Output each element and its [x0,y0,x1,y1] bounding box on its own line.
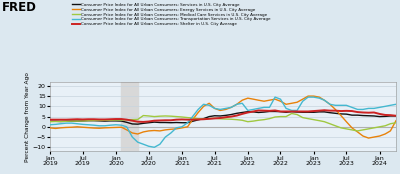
Legend: Consumer Price Index for All Urban Consumers: Services in U.S. City Average, Con: Consumer Price Index for All Urban Consu… [72,3,271,26]
Text: FRED: FRED [2,1,37,14]
Y-axis label: Percent Change from Year Ago: Percent Change from Year Ago [25,72,30,161]
Bar [122,82,138,151]
